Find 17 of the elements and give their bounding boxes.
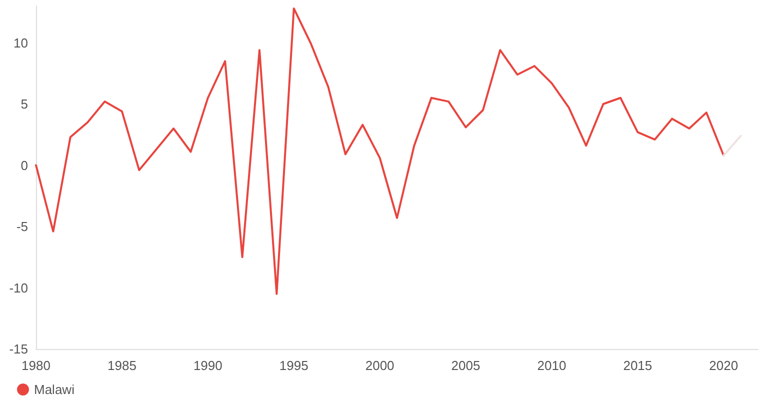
- x-tick-label: 2015: [623, 358, 652, 373]
- x-tick-label: 1985: [107, 358, 136, 373]
- x-tick-label: 2000: [365, 358, 394, 373]
- y-tick-label: -10: [9, 280, 28, 296]
- x-tick-label: 1995: [279, 358, 308, 373]
- x-tick-label: 2005: [451, 358, 480, 373]
- x-tick-label: 2020: [709, 358, 738, 373]
- y-tick-label: 5: [20, 96, 28, 112]
- x-tick-label: 1980: [22, 358, 50, 373]
- y-tick-label: -15: [9, 342, 28, 356]
- y-tick-label: 0: [20, 158, 28, 173]
- line-series: [35, 7, 725, 295]
- y-tick-label: 10: [14, 35, 28, 50]
- x-tick-label: 2010: [537, 358, 566, 373]
- x-tick-label: 1990: [193, 358, 222, 373]
- legend-label: Malawi: [34, 382, 75, 397]
- y-tick-label: -5: [16, 219, 28, 234]
